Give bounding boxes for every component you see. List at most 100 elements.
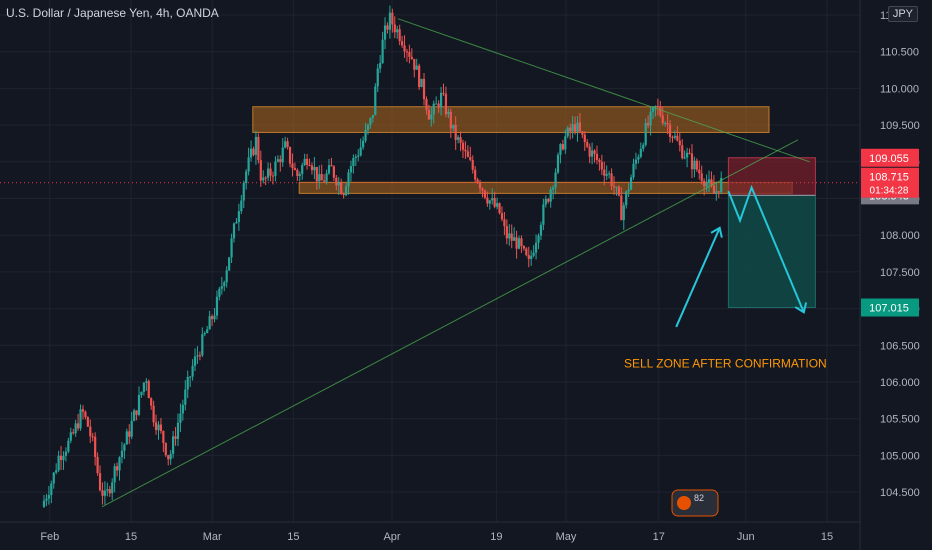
candle-body [279, 159, 282, 163]
candle-body [598, 159, 601, 163]
candle-body [400, 41, 404, 46]
candle-body [418, 65, 421, 88]
candle-body [413, 58, 416, 70]
candle-body [230, 238, 233, 258]
candle-body [695, 160, 698, 170]
candle-body [206, 329, 209, 334]
candle-body [150, 398, 153, 406]
candle-body [308, 164, 311, 166]
candle-body [189, 376, 192, 378]
candle-body [583, 134, 586, 143]
candle-body [510, 233, 513, 241]
currency-label[interactable]: JPY [887, 6, 918, 22]
candle-body [123, 444, 126, 451]
candle-body [259, 160, 262, 181]
candle-body [344, 186, 348, 196]
countdown-text: 01:34:28 [870, 186, 909, 197]
candles [42, 5, 723, 508]
candle-body [552, 187, 555, 190]
candle-body [245, 171, 248, 184]
projection-arrowhead [794, 302, 808, 314]
candle-body [578, 122, 582, 132]
candle-body [478, 182, 482, 189]
candle-body [120, 450, 124, 458]
candle-body [586, 142, 589, 147]
annotation-arrow[interactable] [675, 227, 721, 328]
projection-path[interactable] [727, 184, 805, 313]
candle-body [303, 158, 306, 166]
candle-body [649, 111, 652, 126]
candle-body [566, 127, 569, 137]
candle-body [89, 426, 92, 437]
candle-body [532, 252, 535, 256]
candle-body [264, 177, 267, 179]
x-tick-label: 15 [287, 531, 299, 543]
candle-body [688, 152, 691, 154]
resistance-zone[interactable] [252, 106, 770, 133]
candle-body [564, 136, 567, 150]
candle-body [72, 432, 75, 434]
candle-body [515, 237, 518, 249]
candle-body [486, 197, 489, 204]
candle-body [508, 233, 511, 239]
candle-body [186, 377, 189, 390]
take-profit-zone[interactable] [727, 194, 816, 308]
ascending-trendline[interactable] [101, 139, 799, 508]
candle-body [537, 235, 540, 243]
candle-body [666, 123, 669, 125]
candle-body [249, 148, 253, 158]
candle-body [488, 200, 491, 204]
candle-body [534, 242, 538, 253]
descending-trendline[interactable] [397, 18, 810, 163]
candle-body [651, 107, 655, 112]
candle-body [410, 56, 413, 59]
candle-body [77, 423, 80, 429]
candle-body [444, 93, 448, 115]
candle-body [301, 165, 304, 174]
x-tick-label: 15 [821, 531, 833, 543]
candle-body [176, 422, 180, 439]
candle-body [481, 188, 484, 191]
y-tick-label: 107.500 [880, 267, 920, 279]
candle-body [157, 424, 160, 431]
candle-body [457, 137, 460, 140]
candle-body [323, 180, 326, 182]
candle-body [612, 185, 616, 188]
candle-body [293, 168, 297, 170]
candle-body [252, 148, 255, 155]
candle-body [347, 172, 350, 187]
candle-body [130, 420, 133, 437]
candle-body [476, 179, 479, 183]
candle-body [142, 382, 145, 392]
candle-body [169, 453, 172, 460]
candle-body [210, 316, 214, 320]
candle-body [495, 203, 499, 207]
candle-body [94, 436, 97, 457]
candle-body [193, 356, 197, 366]
candle-body [325, 173, 328, 182]
candle-body [527, 255, 530, 259]
candle-body [690, 153, 694, 170]
candle-body [137, 395, 141, 415]
candle-body [191, 365, 194, 377]
candle-body [140, 391, 143, 396]
candle-body [459, 137, 462, 143]
candle-body [62, 455, 65, 461]
candle-body [369, 118, 372, 125]
candle-body [437, 103, 440, 108]
candle-body [167, 455, 170, 460]
price-label-109-055-text: 109.055 [869, 153, 909, 165]
candle-body [47, 495, 50, 499]
candle-body [629, 177, 633, 190]
candle-body [223, 282, 226, 287]
candle-body [220, 286, 223, 289]
stop-loss-zone[interactable] [727, 157, 816, 196]
candle-body [101, 490, 104, 496]
candle-body [491, 198, 494, 201]
candle-body [710, 179, 713, 186]
candle-body [371, 115, 374, 119]
candle-body [415, 65, 418, 70]
candle-body [634, 159, 638, 164]
candle-body [627, 189, 630, 192]
